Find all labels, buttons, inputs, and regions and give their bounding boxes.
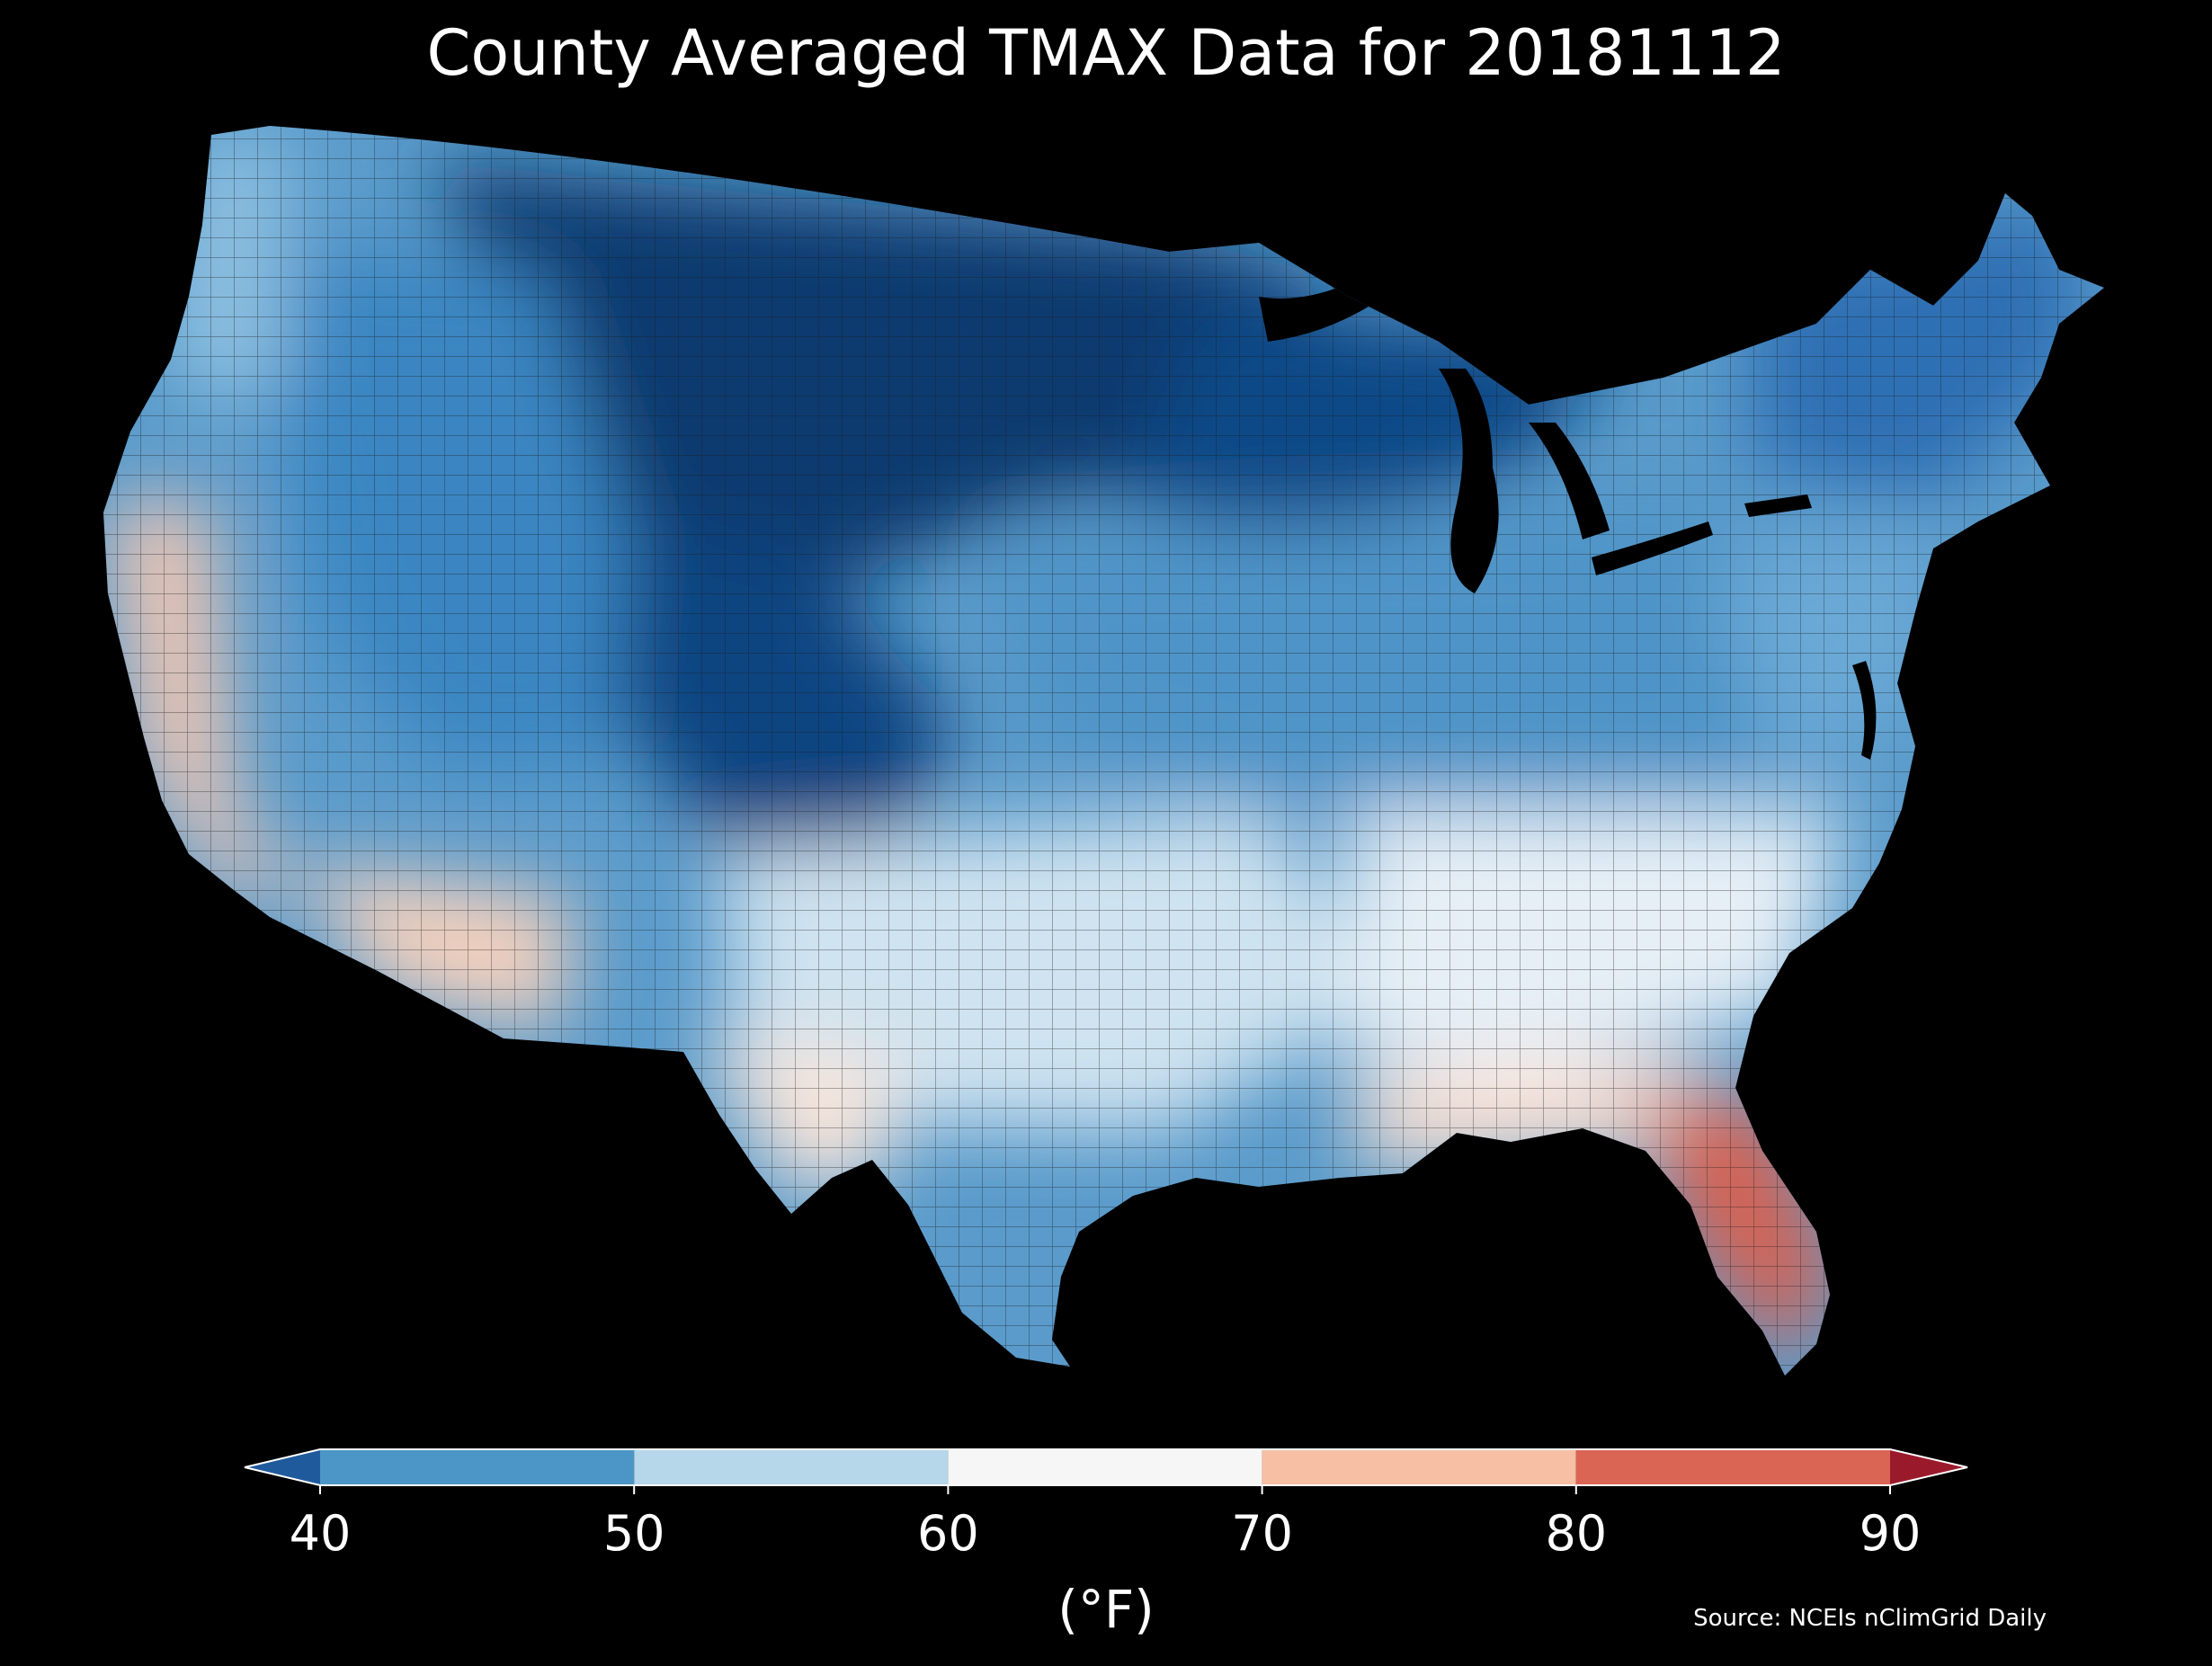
colorbar-extend-high xyxy=(1890,1449,1967,1485)
colorbar-tick-label: 70 xyxy=(1231,1505,1293,1562)
us-temperature-map xyxy=(103,126,2104,1376)
colorbar-tick-label: 50 xyxy=(603,1505,665,1562)
colorbar-bins xyxy=(244,1448,1968,1486)
colorbar-unit-label: (°F) xyxy=(1057,1579,1155,1640)
colorbar-tick-label: 80 xyxy=(1545,1505,1607,1562)
colorbar-ticks: 40 50 60 70 80 90 xyxy=(290,1485,1922,1562)
chesapeake-bay xyxy=(1852,661,1877,760)
lake-huron xyxy=(1529,423,1610,539)
colorbar-bin xyxy=(1262,1449,1576,1485)
source-label: Source: NCEIs nClimGrid Daily xyxy=(1693,1605,2047,1632)
colorbar-bin xyxy=(948,1449,1262,1485)
colorbar-bin xyxy=(1575,1449,1890,1485)
county-boundaries xyxy=(103,126,2104,1376)
colorbar-tick-label: 40 xyxy=(290,1505,352,1562)
lake-michigan xyxy=(1439,369,1499,593)
lake-ontario xyxy=(1744,494,1812,517)
lake-erie xyxy=(1592,521,1713,575)
colorbar-bin xyxy=(634,1449,949,1485)
colorbar-bin xyxy=(320,1449,635,1485)
colorbar-extend-low xyxy=(245,1449,320,1485)
colorbar: 40 50 60 70 80 90 (°F) xyxy=(244,1448,1968,1640)
colorbar-tick-label: 90 xyxy=(1860,1505,1922,1562)
map-title: County Averaged TMAX Data for 20181112 xyxy=(426,16,1786,90)
colorbar-tick-label: 60 xyxy=(917,1505,979,1562)
